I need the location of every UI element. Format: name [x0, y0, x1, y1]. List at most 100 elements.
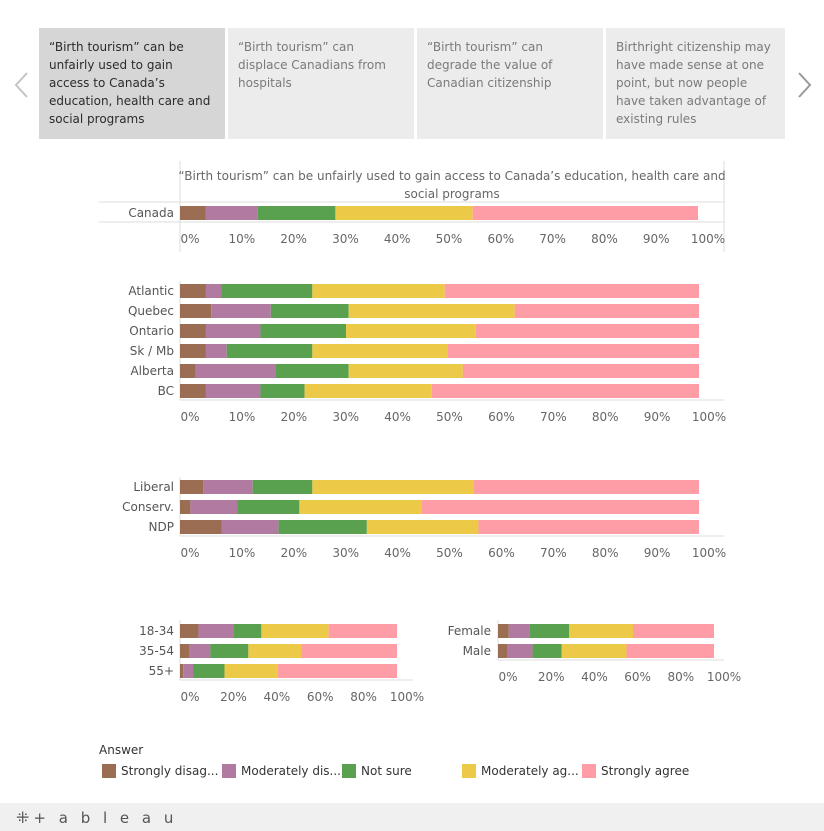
tableau-logo[interactable]: ⁜ + a b l e a u — [16, 808, 177, 827]
tick-label: 20% — [280, 410, 307, 424]
category-label: BC — [158, 384, 174, 398]
previous-arrow-icon[interactable] — [12, 70, 32, 100]
bar-segment — [276, 364, 349, 378]
tick-label: 50% — [436, 232, 463, 246]
story-tab-2[interactable]: “Birth tourism” can displace Canadians f… — [228, 28, 414, 139]
bar-segment — [444, 284, 699, 298]
tick-label: 20% — [280, 546, 307, 560]
bar-segment — [205, 206, 258, 220]
tick-label: 80% — [591, 232, 618, 246]
bar-segment — [180, 324, 206, 338]
tick-label: 100% — [691, 232, 725, 246]
bar-segment — [312, 480, 474, 494]
tick-label: 100% — [692, 546, 726, 560]
tick-label: 60% — [624, 670, 651, 684]
tick-label: 0% — [498, 670, 517, 684]
category-label: Quebec — [128, 304, 174, 318]
tick-label: 60% — [307, 690, 334, 704]
tick-label: 10% — [229, 410, 256, 424]
tick-label: 40% — [384, 232, 411, 246]
category-label: Sk / Mb — [130, 344, 174, 358]
bar-segment — [514, 304, 699, 318]
bar-segment — [180, 520, 222, 534]
tick-label: 0% — [180, 232, 199, 246]
category-label: 55+ — [149, 664, 174, 678]
bar-segment — [180, 480, 204, 494]
bar-segment — [278, 520, 367, 534]
bar-segment — [226, 344, 313, 358]
tick-label: 80% — [667, 670, 694, 684]
bar-segment — [335, 206, 473, 220]
tick-label: 30% — [332, 546, 359, 560]
bar-segment — [189, 644, 211, 658]
bar-segment — [257, 206, 336, 220]
tick-label: 30% — [332, 232, 359, 246]
tick-label: 70% — [539, 232, 566, 246]
bar-segment — [312, 284, 445, 298]
category-label: Ontario — [129, 324, 174, 338]
legend-item-strongly-disagree[interactable]: Strongly disag... — [102, 764, 218, 778]
tick-label: 50% — [436, 546, 463, 560]
bar-segment — [233, 624, 262, 638]
bar-segment — [205, 384, 261, 398]
bar-segment — [304, 384, 432, 398]
bar-segment — [237, 500, 300, 514]
footer-bar: ⁜ + a b l e a u — [0, 803, 824, 831]
bar-segment — [248, 644, 302, 658]
bar-segment — [348, 364, 463, 378]
bar-segment — [447, 344, 700, 358]
bar-segment — [190, 500, 238, 514]
bar-segment — [462, 364, 700, 378]
bar-segment — [205, 344, 227, 358]
bar-segment — [221, 284, 313, 298]
bar-segment — [472, 206, 698, 220]
tick-label: 90% — [644, 410, 671, 424]
category-label: 18-34 — [139, 624, 174, 638]
bar-segment — [261, 624, 329, 638]
bar-segment — [421, 500, 700, 514]
bar-segment — [626, 644, 714, 658]
next-arrow-icon[interactable] — [794, 70, 814, 100]
legend-item-strongly-agree[interactable]: Strongly agree — [582, 764, 689, 778]
chart-title: “Birth tourism” can be unfairly used to … — [178, 169, 725, 201]
tick-label: 70% — [540, 546, 567, 560]
legend-swatch — [102, 764, 116, 778]
bar-segment — [211, 304, 271, 318]
tick-label: 100% — [692, 410, 726, 424]
story-tab-1[interactable]: “Birth tourism” can be unfairly used to … — [39, 28, 225, 139]
bar-segment — [180, 500, 191, 514]
tick-label: 100% — [707, 670, 741, 684]
tick-label: 90% — [643, 232, 670, 246]
bar-segment — [478, 520, 699, 534]
bar-segment — [348, 304, 515, 318]
legend-item-moderately-disagree[interactable]: Moderately dis... — [222, 764, 341, 778]
tick-label: 80% — [592, 410, 619, 424]
tableau-cross-icon: ⁜ — [16, 808, 30, 827]
legend-item-moderately-agree[interactable]: Moderately ag... — [462, 764, 579, 778]
category-label: Alberta — [130, 364, 174, 378]
bar-segment — [180, 284, 206, 298]
story-tab-3[interactable]: “Birth tourism” can degrade the value of… — [417, 28, 603, 139]
category-label: Canada — [128, 206, 174, 220]
tick-label: 20% — [280, 232, 307, 246]
tableau-wordmark: + a b l e a u — [33, 808, 178, 827]
tick-label: 40% — [384, 546, 411, 560]
story-tab-4[interactable]: Birthright citizenship may have made sen… — [606, 28, 785, 139]
tick-label: 70% — [540, 410, 567, 424]
category-label: Female — [448, 624, 491, 638]
tick-label: 100% — [390, 690, 424, 704]
tick-label: 40% — [263, 690, 290, 704]
bar-segment — [180, 364, 196, 378]
bar-segment — [203, 480, 253, 494]
legend-item-not-sure[interactable]: Not sure — [342, 764, 412, 778]
chart-marks: “Birth tourism” can be unfairly used to … — [122, 169, 741, 704]
bar-segment — [205, 284, 222, 298]
bar-segment — [195, 364, 277, 378]
tick-label: 60% — [488, 546, 515, 560]
tick-label: 30% — [332, 410, 359, 424]
bar-segment — [198, 624, 234, 638]
bar-segment — [224, 664, 278, 678]
legend-label: Moderately dis... — [241, 764, 341, 778]
legend-swatch — [462, 764, 476, 778]
bar-segment — [277, 664, 397, 678]
